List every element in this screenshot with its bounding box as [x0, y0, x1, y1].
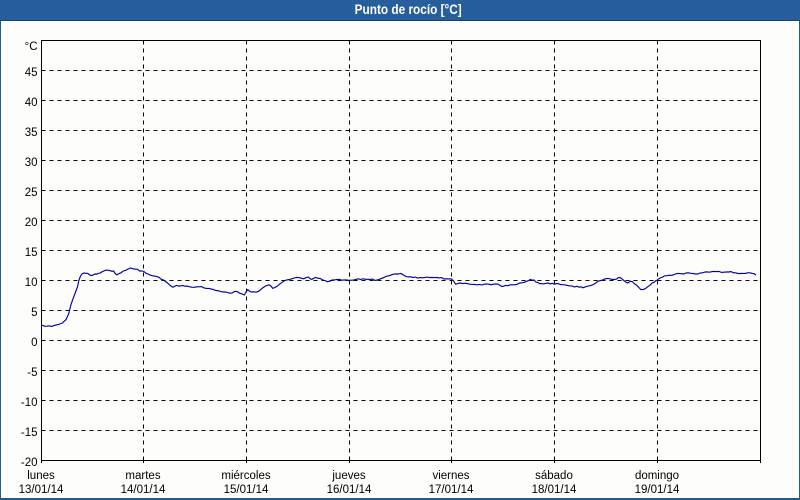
svg-text:miércoles: miércoles — [221, 470, 270, 482]
svg-text:14/01/14: 14/01/14 — [121, 484, 166, 496]
svg-text:15: 15 — [25, 247, 38, 259]
svg-text:16/01/14: 16/01/14 — [327, 484, 372, 496]
svg-text:-20: -20 — [21, 457, 38, 469]
svg-text:30: 30 — [25, 157, 38, 169]
svg-text:lunes: lunes — [27, 470, 55, 482]
svg-text:5: 5 — [31, 307, 37, 319]
svg-text:sábado: sábado — [535, 470, 573, 482]
svg-text:25: 25 — [25, 187, 38, 199]
svg-text:domingo: domingo — [635, 470, 679, 482]
svg-text:10: 10 — [25, 277, 38, 289]
svg-text:-15: -15 — [21, 427, 38, 439]
svg-text:0: 0 — [31, 337, 37, 349]
svg-text:18/01/14: 18/01/14 — [532, 484, 577, 496]
svg-text:viernes: viernes — [432, 470, 469, 482]
svg-text:jueves: jueves — [331, 470, 365, 482]
svg-text:-5: -5 — [27, 367, 37, 379]
svg-text:-10: -10 — [21, 397, 38, 409]
svg-text:35: 35 — [25, 127, 38, 139]
svg-text:40: 40 — [25, 97, 38, 109]
svg-text:45: 45 — [25, 67, 38, 79]
svg-text:15/01/14: 15/01/14 — [224, 484, 269, 496]
svg-text:20: 20 — [25, 217, 38, 229]
svg-text:martes: martes — [125, 470, 160, 482]
svg-text:17/01/14: 17/01/14 — [429, 484, 474, 496]
svg-text:19/01/14: 19/01/14 — [635, 484, 680, 496]
svg-text:13/01/14: 13/01/14 — [19, 484, 64, 496]
svg-text:°C: °C — [25, 41, 38, 53]
